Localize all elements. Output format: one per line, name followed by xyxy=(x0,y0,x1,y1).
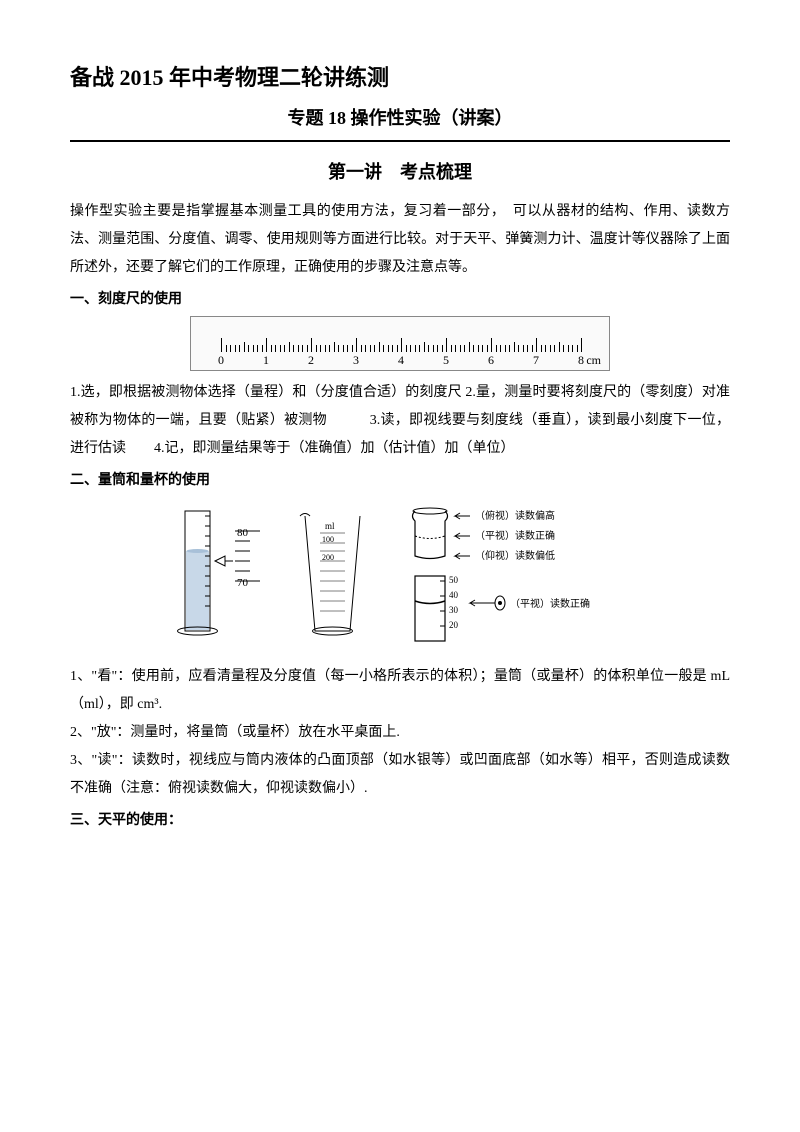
ruler-number: 3 xyxy=(353,353,359,368)
ruler-number: 6 xyxy=(488,353,494,368)
ruler-unit: cm xyxy=(586,353,601,368)
ruler-number: 5 xyxy=(443,353,449,368)
reading-diagram-svg: （俯视）读数偏高 （平视）读数正确 （仰视）读数偏低 50 40 30 20 （… xyxy=(405,501,635,651)
cylinder-mark-70: 70 xyxy=(237,577,249,589)
reading-correct2-label: （平视）读数正确 xyxy=(510,597,590,610)
ruler-number: 4 xyxy=(398,353,404,368)
reading-correct-label: （平视）读数正确 xyxy=(475,529,555,542)
svg-text:100: 100 xyxy=(322,535,334,544)
cylinder-figure: 80 70 ml 100 200 （俯视）读数偏高 （平视）读数正确 （仰视 xyxy=(70,501,730,651)
ruler-number: 0 xyxy=(218,353,224,368)
heading-ruler: 一、刻度尺的使用 xyxy=(70,288,730,308)
ruler-number: 2 xyxy=(308,353,314,368)
svg-text:20: 20 xyxy=(449,620,459,630)
graduated-cylinder-svg: 80 70 xyxy=(165,501,265,651)
heading-cylinder: 二、量筒和量杯的使用 xyxy=(70,469,730,489)
intro-paragraph: 操作型实验主要是指掌握基本测量工具的使用方法，复习着一部分， 可以从器材的结构、… xyxy=(70,198,730,282)
measuring-cup-svg: ml 100 200 xyxy=(290,501,380,651)
divider-line xyxy=(70,140,730,142)
main-title: 备战 2015 年中考物理二轮讲练测 xyxy=(70,60,730,92)
cylinder-mark-80: 80 xyxy=(237,527,249,539)
svg-text:ml: ml xyxy=(325,521,335,531)
ruler-number: 8 xyxy=(578,353,584,368)
svg-text:40: 40 xyxy=(449,590,459,600)
point-1: 1、"看"：使用前，应看清量程及分度值（每一小格所表示的体积）；量筒（或量杯）的… xyxy=(70,663,730,719)
point-2: 2、"放"：测量时，将量筒（或量杯）放在水平桌面上. xyxy=(70,719,730,747)
ruler-figure: 0 1 2 3 4 5 6 7 8cm xyxy=(70,316,730,371)
svg-text:200: 200 xyxy=(322,553,334,562)
section-title: 第一讲 考点梳理 xyxy=(70,158,730,184)
ruler-number: 1 xyxy=(263,353,269,368)
reading-low-label: （仰视）读数偏低 xyxy=(475,549,555,562)
ruler-number: 7 xyxy=(533,353,539,368)
point-3: 3、"读"：读数时，视线应与筒内液体的凸面顶部（如水银等）或凹面底部（如水等）相… xyxy=(70,747,730,803)
svg-text:30: 30 xyxy=(449,605,459,615)
ruler-instructions: 1.选，即根据被测物体选择（量程）和（分度值合适）的刻度尺 2.量，测量时要将刻… xyxy=(70,379,730,463)
svg-text:50: 50 xyxy=(449,575,459,585)
heading-balance: 三、天平的使用： xyxy=(70,809,730,829)
subtitle: 专题 18 操作性实验（讲案） xyxy=(70,104,730,130)
reading-high-label: （俯视）读数偏高 xyxy=(475,509,555,522)
